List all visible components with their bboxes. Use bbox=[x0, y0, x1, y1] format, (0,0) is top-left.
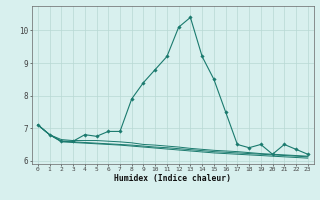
X-axis label: Humidex (Indice chaleur): Humidex (Indice chaleur) bbox=[114, 174, 231, 183]
